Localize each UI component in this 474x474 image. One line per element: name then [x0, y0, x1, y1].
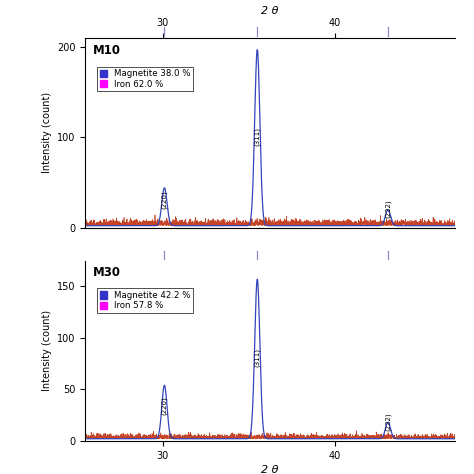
Legend: Magnetite 42.2 %, Iron 57.8 %: Magnetite 42.2 %, Iron 57.8 %: [97, 288, 193, 313]
Text: M10: M10: [93, 44, 121, 56]
Text: (311): (311): [254, 128, 261, 146]
Text: M30: M30: [93, 266, 121, 279]
Text: (222): (222): [385, 200, 391, 219]
Text: (220): (220): [161, 190, 168, 209]
Legend: Magnetite 38.0 %, Iron 62.0 %: Magnetite 38.0 %, Iron 62.0 %: [97, 67, 193, 91]
Text: (222): (222): [385, 413, 391, 431]
X-axis label: 2 θ: 2 θ: [262, 6, 279, 16]
Text: (311): (311): [254, 348, 261, 367]
X-axis label: 2 θ: 2 θ: [262, 465, 279, 474]
Y-axis label: Intensity (count): Intensity (count): [42, 92, 52, 173]
Text: (220): (220): [161, 396, 168, 415]
Y-axis label: Intensity (count): Intensity (count): [42, 310, 52, 392]
